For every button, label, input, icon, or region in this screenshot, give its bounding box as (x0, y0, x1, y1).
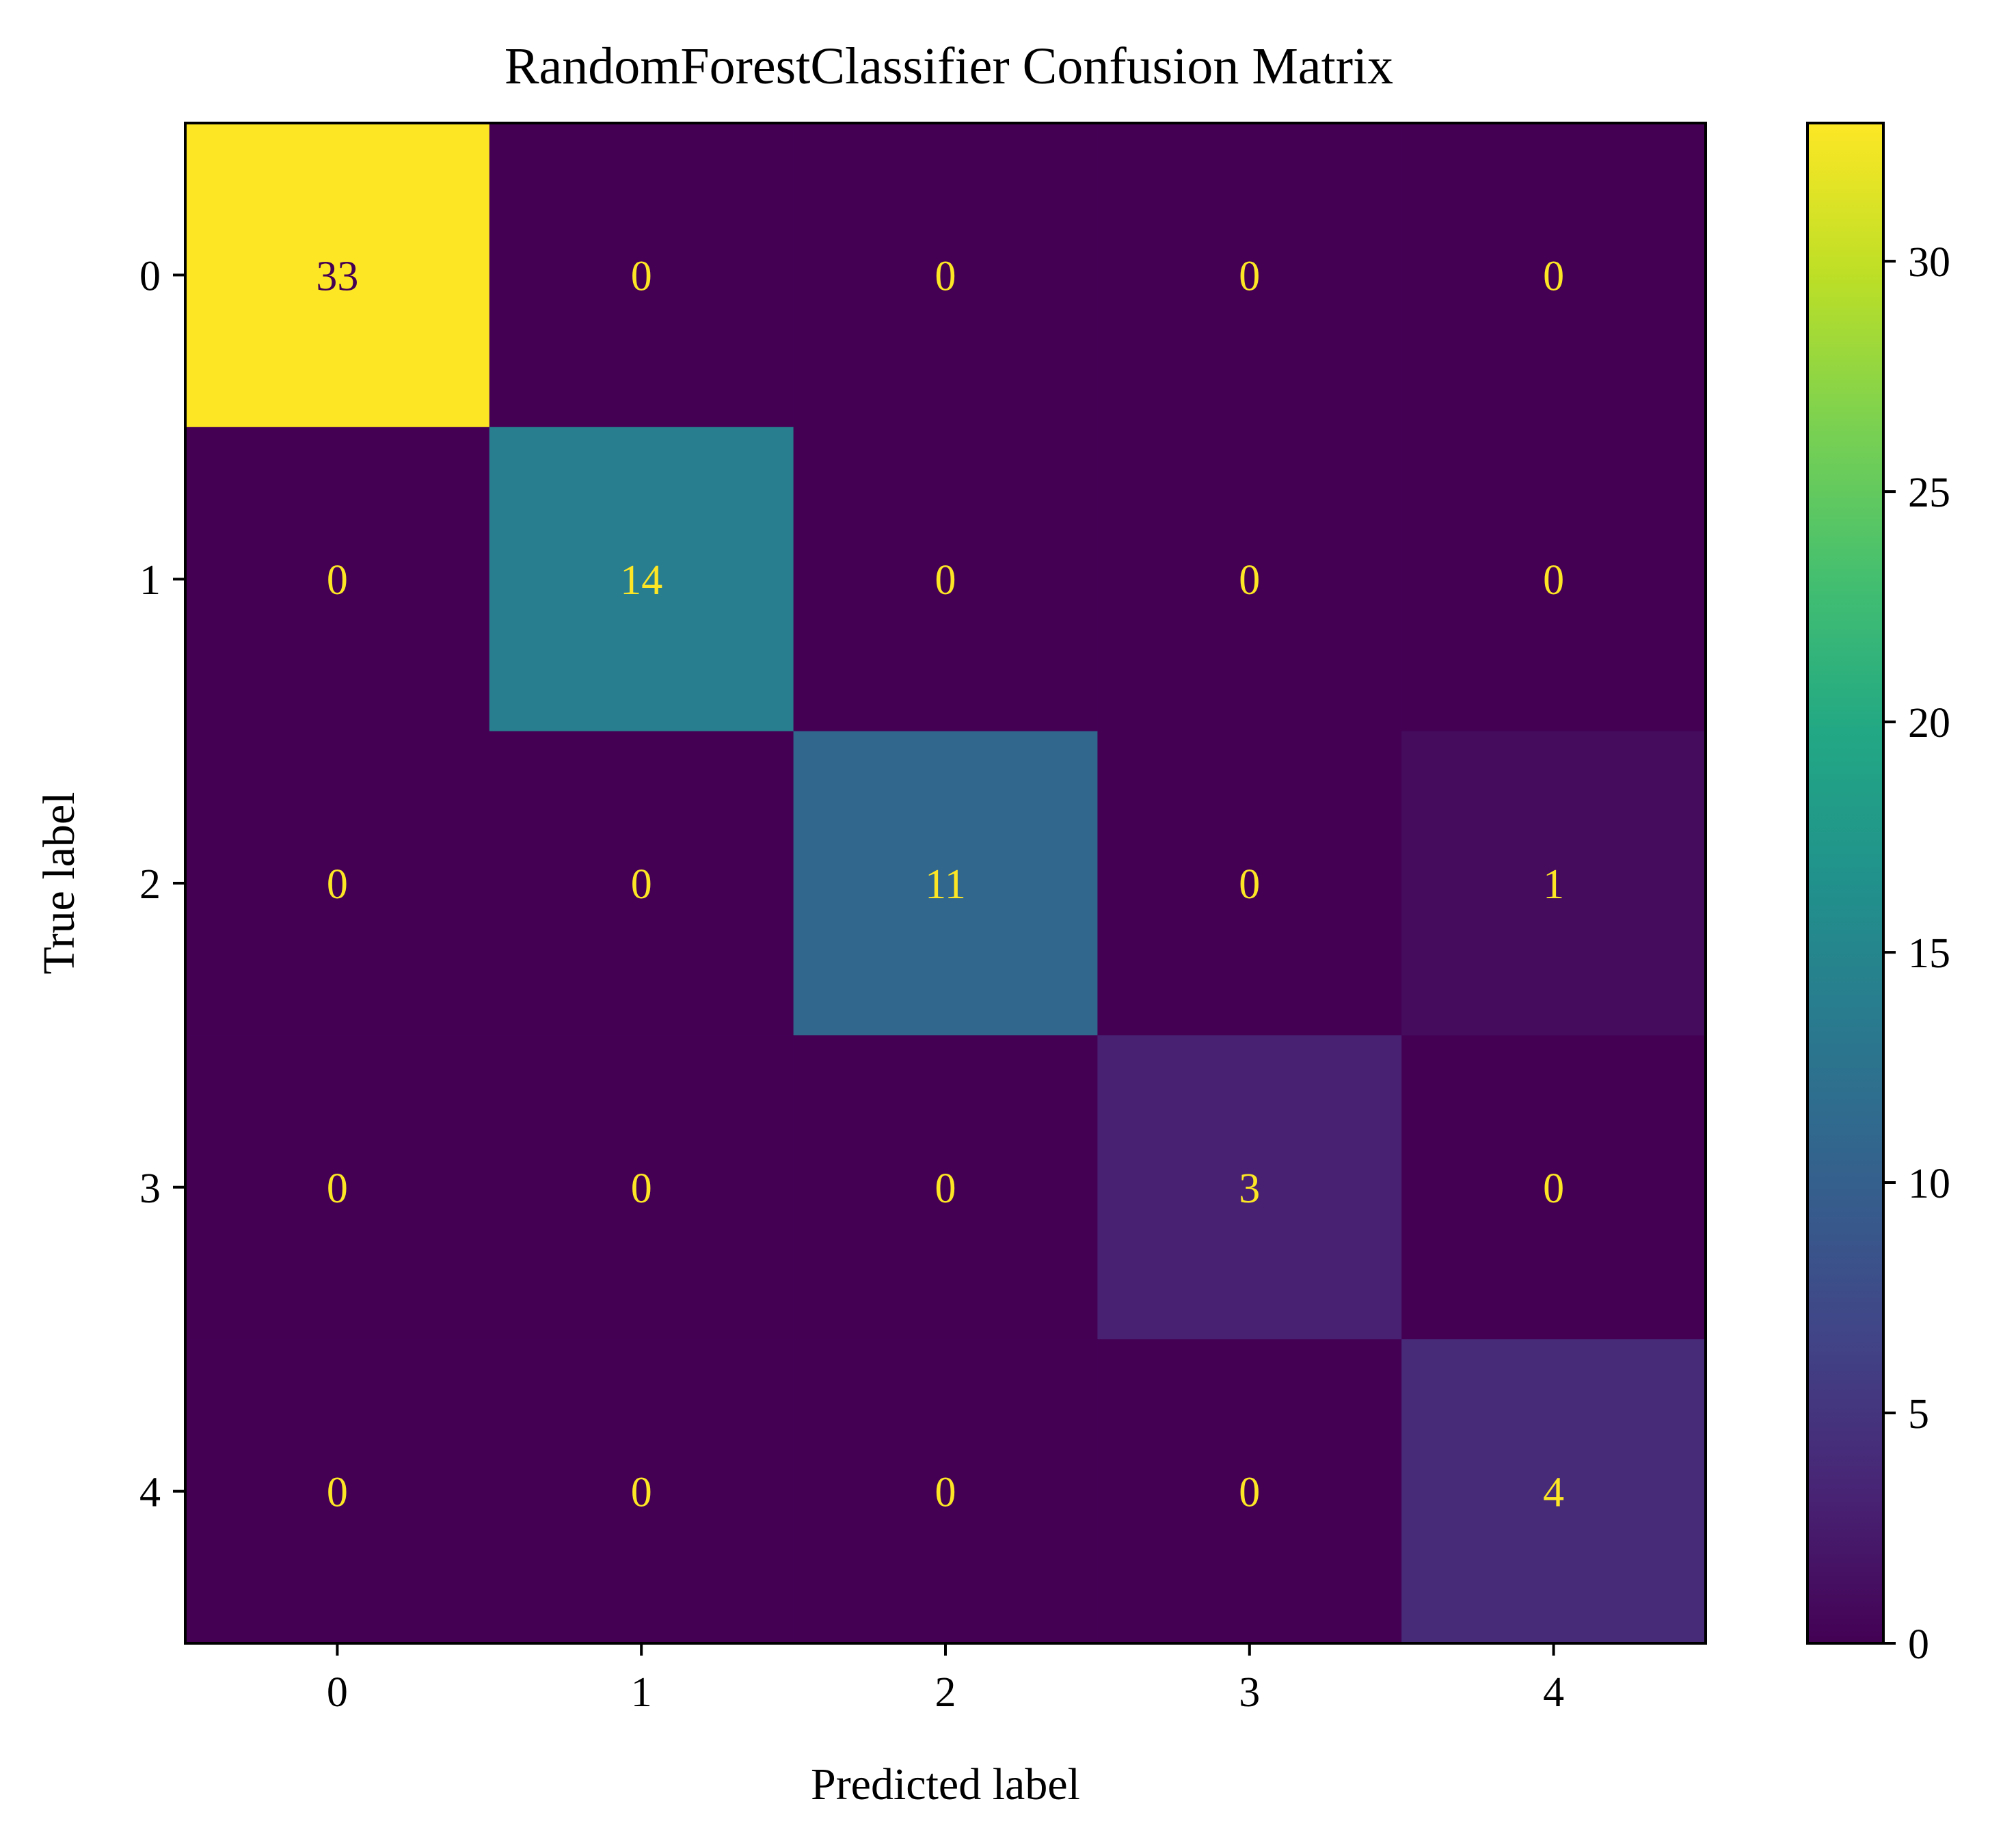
heatmap-cell-value-r0-c0: 33 (316, 253, 358, 299)
heatmap-cell-value-r0-c4: 0 (1543, 253, 1564, 299)
y-tick-label-4: 4 (139, 1470, 161, 1516)
heatmap-cell-value-r3-c4: 0 (1543, 1165, 1564, 1212)
heatmap-cell-r3-c2 (793, 1035, 1098, 1340)
y-tick-label-0: 0 (139, 253, 161, 299)
y-axis-label: True label (34, 792, 84, 974)
heatmap-cell-r2-c4 (1401, 731, 1706, 1036)
heatmap-cell-value-r3-c0: 0 (327, 1165, 348, 1212)
heatmap-cell-r0-c3 (1097, 123, 1402, 428)
heatmap-cell-r4-c0 (185, 1339, 490, 1644)
heatmap-cell-r2-c2 (793, 731, 1098, 1036)
heatmap-cell-r0-c2 (793, 123, 1098, 428)
colorbar-frame (1806, 122, 1885, 1645)
heatmap-cell-r2-c3 (1097, 731, 1402, 1036)
heatmap-cell-r3-c4 (1401, 1035, 1706, 1340)
x-tick-label-2: 2 (935, 1669, 956, 1716)
colorbar (1807, 123, 1883, 1643)
colorbar-tick-label-10: 10 (1908, 1161, 1950, 1207)
y-tick-label-3: 3 (139, 1165, 161, 1212)
colorbar-tick-label-30: 30 (1908, 239, 1950, 286)
heatmap-cell-value-r4-c4: 4 (1543, 1470, 1564, 1516)
heatmap-cell-r0-c0 (185, 123, 490, 428)
heatmap-cell-value-r1-c2: 0 (935, 557, 956, 604)
heatmap-cell-value-r4-c0: 0 (327, 1470, 348, 1516)
chart-title: RandomForestClassifier Confusion Matrix (505, 38, 1393, 95)
heatmap-cell-r4-c4 (1401, 1339, 1706, 1644)
heatmap-cell-value-r4-c3: 0 (1239, 1470, 1260, 1516)
heatmap-cell-value-r4-c2: 0 (935, 1470, 956, 1516)
heatmap-cell-r3-c3 (1097, 1035, 1402, 1340)
x-tick-label-0: 0 (327, 1669, 348, 1716)
heatmap-cell-r2-c0 (185, 731, 490, 1036)
x-tick-label-3: 3 (1239, 1669, 1260, 1716)
heatmap-cell-value-r1-c1: 14 (620, 557, 662, 604)
colorbar-ticks: 0 5 10 15 20 25 30 (1883, 239, 1950, 1668)
colorbar-tick-label-25: 25 (1908, 470, 1950, 516)
heatmap-cell-value-r3-c3: 3 (1239, 1165, 1260, 1212)
heatmap-cell-value-r0-c1: 0 (631, 253, 652, 299)
y-tick-label-1: 1 (139, 557, 161, 604)
x-axis-label: Predicted label (811, 1760, 1080, 1809)
y-tick-label-2: 2 (139, 861, 161, 908)
heatmap-cell-r3-c0 (185, 1035, 490, 1340)
heatmap-cell-value-r1-c3: 0 (1239, 557, 1260, 604)
heatmap-cell-r1-c4 (1401, 427, 1706, 732)
heatmap-cell-r4-c1 (489, 1339, 794, 1644)
heatmap-cell-value-r4-c1: 0 (631, 1470, 652, 1516)
heatmap-cell-r1-c1 (489, 427, 794, 732)
heatmap-cell-r0-c4 (1401, 123, 1706, 428)
heatmap-cell-value-r3-c2: 0 (935, 1165, 956, 1212)
heatmap-cell-r1-c2 (793, 427, 1098, 732)
heatmap-cell-r1-c0 (185, 427, 490, 732)
heatmap-cell-value-r2-c2: 11 (925, 861, 966, 908)
colorbar-tick-label-0: 0 (1908, 1621, 1929, 1668)
y-axis-ticks: 0 1 2 3 4 (139, 253, 185, 1516)
heatmap-cell-value-r2-c1: 0 (631, 861, 652, 908)
x-tick-label-4: 4 (1543, 1669, 1564, 1716)
heatmap-cell-r2-c1 (489, 731, 794, 1036)
colorbar-tick-label-15: 15 (1908, 930, 1950, 977)
heatmap-cells (185, 123, 1706, 1644)
heatmap-cell-value-r3-c1: 0 (631, 1165, 652, 1212)
heatmap-cell-value-r2-c0: 0 (327, 861, 348, 908)
heatmap-cell-value-r1-c4: 0 (1543, 557, 1564, 604)
heatmap-cell-value-r0-c3: 0 (1239, 253, 1260, 299)
heatmap-cell-r0-c1 (489, 123, 794, 428)
colorbar-tick-label-20: 20 (1908, 700, 1950, 746)
colorbar-tick-label-5: 5 (1908, 1391, 1929, 1438)
heatmap-cell-value-r1-c0: 0 (327, 557, 348, 604)
heatmap-cell-r4-c2 (793, 1339, 1098, 1644)
heatmap-cell-value-r2-c3: 0 (1239, 861, 1260, 908)
heatmap-cell-value-r2-c4: 1 (1543, 861, 1564, 908)
x-tick-label-1: 1 (631, 1669, 652, 1716)
heatmap-cell-r1-c3 (1097, 427, 1402, 732)
heatmap-cell-r3-c1 (489, 1035, 794, 1340)
x-axis-ticks: 0 1 2 3 4 (327, 1643, 1564, 1716)
heatmap-cell-value-r0-c2: 0 (935, 253, 956, 299)
heatmap-cell-r4-c3 (1097, 1339, 1402, 1644)
heatmap-cell-labels: 33 0 0 0 0 0 14 0 0 0 0 0 11 0 1 0 0 0 3 0 0 0 0 0 4 (316, 253, 1564, 1515)
